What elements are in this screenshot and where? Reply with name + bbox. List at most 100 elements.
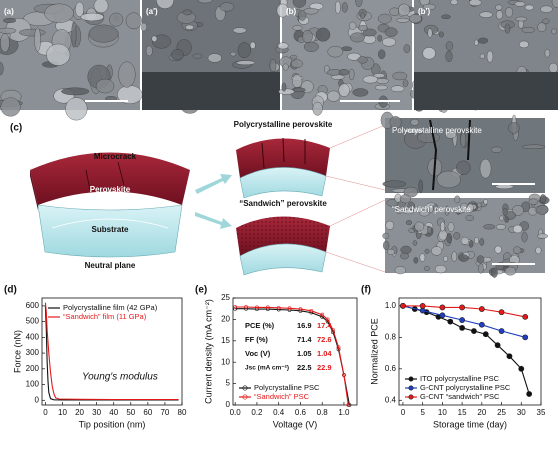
grain [467, 203, 474, 213]
grain [514, 1, 526, 7]
grain [413, 257, 419, 264]
grain [382, 37, 396, 47]
grain [109, 12, 124, 27]
marker [233, 306, 238, 311]
grain [46, 43, 71, 66]
y-tick-label: 500 [26, 317, 40, 326]
grain [156, 0, 174, 9]
grain [232, 27, 247, 34]
grain [396, 17, 410, 23]
grain [474, 39, 479, 46]
panel-label: (b′) [418, 7, 430, 16]
x-tick-label: 30 [92, 408, 101, 417]
y-axis-label: Force (nN) [12, 330, 22, 373]
x-tick-label: 15 [458, 408, 467, 417]
y-tick-label: 400 [26, 332, 40, 341]
grain [428, 204, 434, 213]
panel-label: (f) [361, 285, 371, 296]
marker [265, 305, 270, 310]
grain [355, 0, 363, 8]
table-cell: 22.9 [317, 363, 332, 372]
grain [479, 238, 485, 246]
grain [519, 40, 529, 49]
grain [474, 237, 479, 244]
x-tick-label: 0 [43, 408, 48, 417]
y-tick-label: 0 [226, 400, 231, 409]
marker [478, 321, 485, 328]
grain [422, 3, 436, 11]
grain [151, 35, 158, 42]
grain [542, 18, 550, 25]
marker [287, 306, 292, 311]
grain [352, 88, 369, 97]
grain [491, 267, 498, 278]
grain [376, 78, 389, 84]
grain [88, 24, 119, 43]
grain [219, 2, 235, 12]
grain [504, 23, 511, 34]
grain [434, 264, 447, 274]
marker [518, 365, 525, 372]
grain [403, 44, 411, 54]
marker [331, 328, 335, 333]
grain [424, 248, 430, 254]
panel-label: (e) [195, 285, 207, 296]
x-axis-label: Tip position (nm) [79, 419, 146, 429]
legend-marker [408, 376, 414, 382]
label: Perovskite [90, 185, 131, 194]
grain [422, 47, 436, 60]
grain [350, 32, 365, 43]
grain [389, 116, 402, 129]
grain [34, 27, 41, 52]
grain [192, 53, 203, 59]
grain [382, 180, 407, 188]
label: Microcrack [94, 152, 137, 161]
y-tick-label: 5 [226, 379, 231, 388]
marker [325, 317, 330, 322]
grain [327, 45, 344, 58]
grain [302, 29, 313, 44]
grain [477, 37, 489, 44]
marker [298, 307, 303, 312]
grain [535, 246, 542, 255]
panel-label: (a′) [146, 7, 158, 16]
grain [385, 220, 395, 230]
grain [465, 214, 474, 222]
grain [505, 7, 514, 18]
grain [392, 71, 408, 81]
grain [387, 248, 395, 256]
marker [459, 324, 466, 331]
grain [479, 11, 493, 18]
panel-label: (c) [10, 123, 22, 134]
grain [374, 84, 388, 91]
grain [460, 132, 467, 148]
marker [447, 318, 454, 325]
grain [277, 42, 289, 50]
grain [362, 75, 379, 84]
marker [494, 342, 501, 349]
grain [551, 0, 558, 8]
x-tick-label: 0.6 [295, 408, 307, 417]
grain [236, 60, 256, 66]
grain [539, 194, 547, 204]
grain [528, 198, 539, 205]
grain [298, 10, 307, 21]
y-tick-label: 25 [221, 293, 230, 302]
grain [468, 0, 482, 6]
grain [409, 14, 422, 24]
marker [244, 305, 248, 309]
table-cell: Voc (V) [245, 349, 271, 358]
grain [384, 27, 398, 37]
panel-label: (a) [4, 7, 14, 16]
marker [276, 305, 281, 310]
y-axis-label: Normalized PCE [369, 318, 379, 385]
grain [537, 22, 547, 32]
x-tick-label: 40 [109, 408, 118, 417]
panel-label: (d) [4, 285, 17, 296]
grain [540, 5, 553, 13]
x-tick-label: 0.2 [251, 408, 263, 417]
grain [377, 13, 392, 24]
grain [511, 205, 524, 216]
grain [508, 122, 520, 134]
